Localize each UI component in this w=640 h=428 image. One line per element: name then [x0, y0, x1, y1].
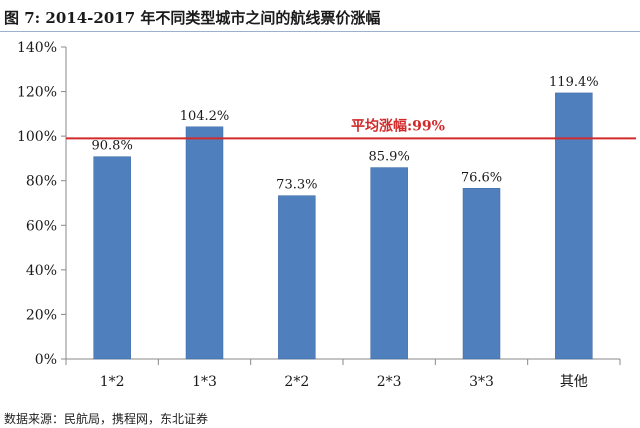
- x-tick-label: 1*2: [100, 374, 125, 390]
- y-tick-label: 100%: [17, 129, 57, 145]
- figure-title-bar: 图 7: 2014-2017 年不同类型城市之间的航线票价涨幅: [0, 0, 640, 32]
- y-tick-label: 120%: [17, 85, 57, 101]
- bar: [555, 92, 593, 360]
- x-tick-label: 其他: [560, 374, 588, 390]
- y-tick-label: 0%: [35, 352, 57, 368]
- bar-value-label: 85.9%: [369, 150, 410, 165]
- x-tick-label: 1*3: [192, 374, 217, 390]
- bar: [278, 195, 316, 360]
- data-source-note: 数据来源：民航局，携程网，东北证券: [4, 412, 209, 426]
- bar-value-label: 76.6%: [461, 170, 502, 185]
- figure-title: 图 7: 2014-2017 年不同类型城市之间的航线票价涨幅: [4, 9, 381, 27]
- y-axis: 0% 20% 40% 60% 80% 100% 120% 140%: [17, 40, 67, 368]
- bar-chart: 0% 20% 40% 60% 80% 100% 120% 140% 1*2 1*3 2*2 2*3 3…: [17, 40, 636, 390]
- bar-value-label: 90.8%: [92, 139, 133, 154]
- x-tick-label: 2*3: [377, 374, 402, 390]
- bar-value-label: 104.2%: [180, 109, 230, 124]
- x-axis: 1*2 1*3 2*2 2*3 3*3 其他: [65, 358, 621, 390]
- bar: [462, 188, 501, 360]
- bar-value-label: 73.3%: [276, 178, 317, 193]
- y-tick-label: 80%: [26, 174, 57, 190]
- y-tick-label: 140%: [17, 40, 57, 56]
- bar: [370, 167, 408, 360]
- bar: [185, 126, 224, 360]
- y-tick-label: 20%: [26, 307, 57, 323]
- average-reference: 平均涨幅:99%: [66, 117, 636, 140]
- bar-value-label: 119.4%: [549, 75, 599, 90]
- bars: [93, 92, 593, 360]
- data-labels: 90.8% 104.2% 73.3% 85.9% 76.6% 119.4%: [92, 75, 599, 193]
- bar: [93, 156, 131, 360]
- y-tick-label: 40%: [26, 263, 57, 279]
- x-tick-label: 2*2: [284, 374, 309, 390]
- x-tick-label: 3*3: [469, 374, 494, 390]
- average-line-label: 平均涨幅:99%: [351, 117, 445, 134]
- y-tick-label: 60%: [26, 218, 57, 234]
